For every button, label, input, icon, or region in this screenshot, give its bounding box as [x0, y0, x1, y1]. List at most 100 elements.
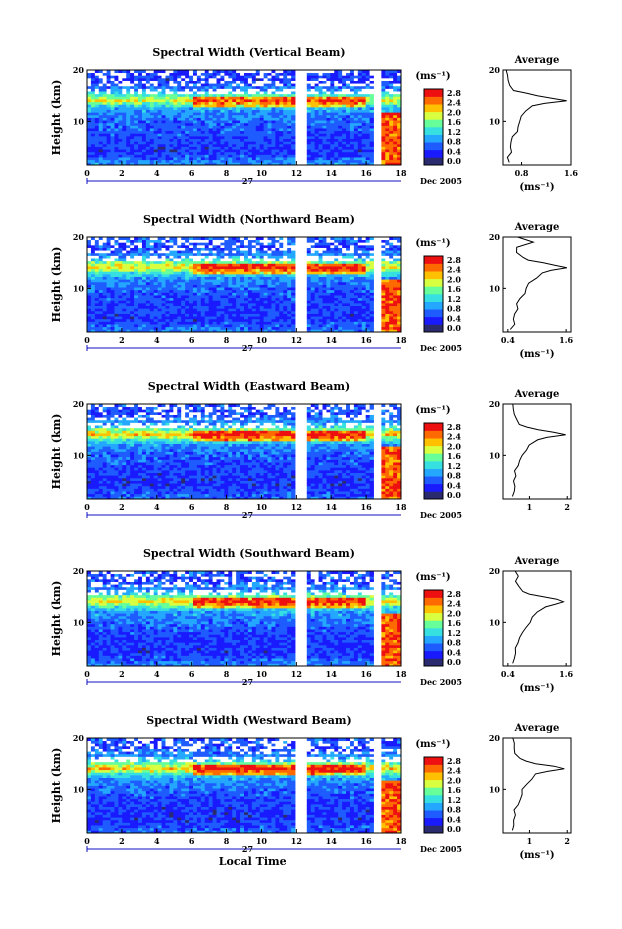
heatmap-cell: [208, 276, 214, 280]
heatmap-cell: [181, 242, 186, 246]
heatmap-cell: [189, 72, 194, 76]
heatmap-cell: [322, 324, 327, 328]
heatmap-cell: [189, 125, 194, 129]
heatmap-cell: [90, 258, 96, 262]
heatmap-cell: [287, 91, 292, 95]
heatmap-cell: [94, 80, 100, 84]
heatmap-cell: [381, 99, 386, 103]
heatmap-cell: [122, 305, 127, 309]
heatmap-cell: [326, 252, 331, 256]
heatmap-cell: [106, 151, 111, 155]
heatmap-cell: [263, 93, 268, 97]
heatmap-cell: [165, 109, 170, 113]
heatmap-cell: [251, 99, 257, 103]
heatmap-cell: [283, 252, 288, 256]
heatmap-cell: [200, 88, 206, 92]
heatmap-cell: [157, 70, 162, 74]
heatmap-cell: [306, 318, 312, 322]
heatmap-cell: [291, 141, 296, 145]
heatmap-cell: [267, 85, 272, 89]
heatmap-cell: [98, 271, 104, 275]
heatmap-cell: [357, 83, 363, 87]
heatmap-cell: [306, 289, 312, 293]
heatmap-cell: [361, 106, 367, 110]
heatmap-cell: [212, 279, 217, 283]
heatmap-cell: [247, 106, 253, 110]
heatmap-cell: [122, 324, 127, 328]
heatmap-cell: [353, 101, 359, 105]
heatmap-cell: [208, 83, 214, 87]
heatmap-cell: [153, 154, 159, 158]
heatmap-cell: [181, 287, 186, 291]
heatmap-cell: [216, 93, 221, 97]
heatmap-cell: [126, 250, 131, 254]
heatmap-cell: [138, 242, 143, 246]
heatmap-cell: [228, 162, 233, 166]
heatmap-cell: [130, 149, 135, 153]
heatmap-cell: [381, 112, 386, 116]
heatmap-cell: [87, 318, 92, 322]
heatmap-cell: [279, 128, 284, 132]
heatmap-cell: [165, 268, 170, 272]
heatmap-cell: [259, 252, 265, 256]
heatmap-cell: [118, 324, 123, 328]
heatmap-cell: [177, 133, 182, 137]
heatmap-cell: [134, 300, 139, 304]
heatmap-cell: [326, 287, 331, 291]
heatmap-cell: [291, 143, 296, 147]
heatmap-cell: [357, 125, 363, 129]
heatmap-cell: [393, 85, 398, 89]
heatmap-cell: [306, 263, 312, 267]
heatmap-cell: [208, 237, 214, 241]
heatmap-cell: [330, 324, 335, 328]
heatmap-cell: [291, 250, 296, 254]
heatmap-cell: [114, 128, 119, 132]
heatmap-cell: [177, 114, 182, 118]
heatmap-cell: [141, 93, 147, 97]
heatmap-cell: [291, 77, 296, 81]
heatmap-cell: [318, 154, 323, 158]
heatmap-cell: [338, 157, 343, 161]
heatmap-cell: [259, 250, 265, 254]
heatmap-cell: [244, 85, 249, 89]
heatmap-cell: [346, 162, 351, 166]
heatmap-cell: [236, 85, 241, 89]
heatmap-cell: [228, 324, 233, 328]
heatmap-cell: [393, 93, 398, 97]
heatmap-cell: [87, 91, 92, 95]
heatmap-cell: [267, 300, 272, 304]
heatmap-cell: [200, 75, 206, 79]
heatmap-cell: [126, 305, 131, 309]
heatmap-cell: [318, 72, 323, 76]
heatmap-cell: [397, 133, 402, 137]
heatmap-cell: [326, 302, 331, 307]
heatmap-cell: [306, 250, 312, 254]
heatmap-cell: [267, 77, 272, 81]
heatmap-cell: [212, 271, 217, 275]
heatmap-cell: [306, 300, 312, 304]
heatmap-cell: [208, 112, 214, 116]
heatmap-cell: [322, 93, 327, 97]
heatmap-cell: [122, 151, 127, 155]
heatmap-cell: [153, 133, 159, 137]
heatmap-cell: [275, 252, 280, 256]
heatmap-cell: [220, 239, 225, 243]
heatmap-cell: [157, 106, 162, 110]
heatmap-cell: [216, 77, 221, 81]
heatmap-cell: [236, 300, 241, 304]
heatmap-cell: [349, 114, 355, 118]
heatmap-cell: [322, 300, 327, 304]
heatmap-cell: [330, 266, 335, 270]
heatmap-cell: [126, 112, 131, 116]
heatmap-cell: [149, 295, 155, 299]
heatmap-cell: [169, 237, 174, 241]
heatmap-cell: [204, 297, 210, 301]
heatmap-cell: [224, 266, 229, 270]
heatmap-cell: [185, 237, 190, 241]
heatmap-cell: [102, 130, 108, 134]
heatmap-cell: [326, 96, 331, 100]
heatmap-cell: [122, 128, 127, 132]
heatmap-cell: [138, 239, 143, 243]
heatmap-cell: [279, 146, 284, 150]
heatmap-cell: [232, 141, 237, 145]
